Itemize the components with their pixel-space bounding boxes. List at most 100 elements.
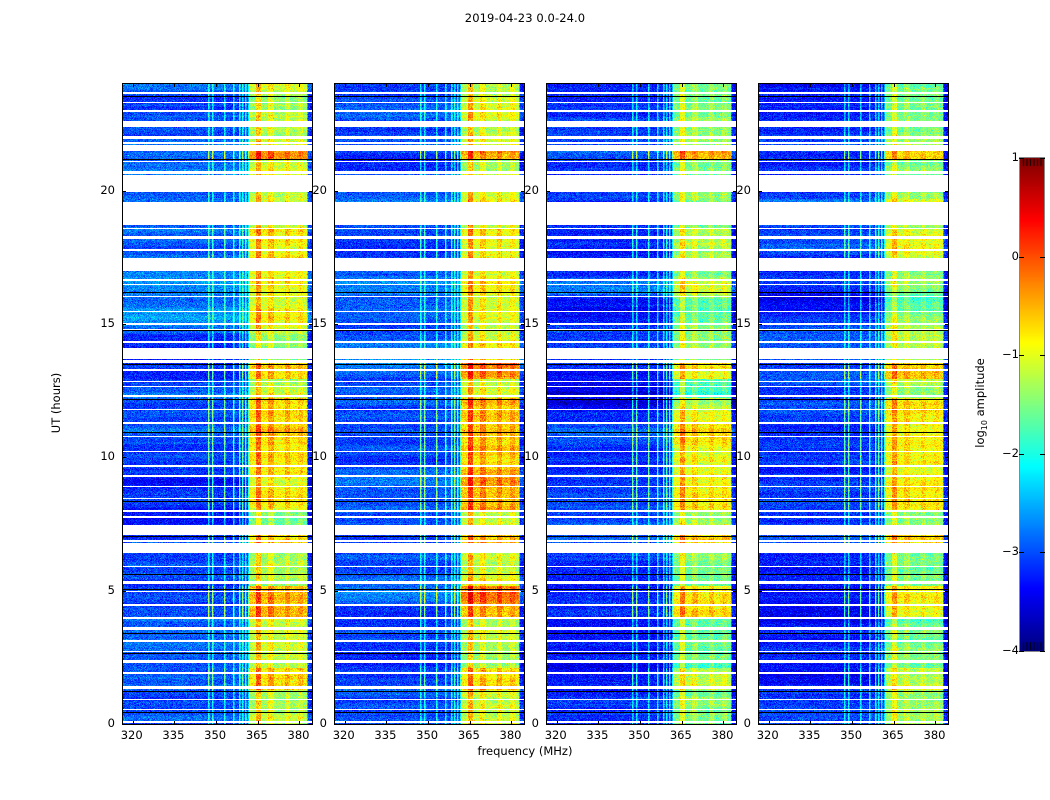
colorbar-tick-label: −2 [1002,445,1019,460]
x-tick-mark [344,721,346,724]
y-tick-mark [547,190,550,192]
panel-xy[interactable]: XY, V2*V13=EA12*EA11 [546,83,737,725]
y-tick-mark [334,724,338,725]
y-axis-label: UT (hours) [49,372,63,434]
x-tick-mark-top [681,84,683,87]
x-tick-mark [893,721,895,724]
y-tick-mark [759,190,762,192]
y-tick-mark [759,590,762,592]
colorbar-tick-mark [1019,651,1024,652]
x-tick-mark [299,721,301,724]
y-tick-mark [123,324,126,325]
y-tick-mark-right [945,724,949,725]
y-tick-mark-right [733,324,736,325]
colorbar-label-subscript: 10 [980,420,990,431]
y-tick-label: 15 [312,316,327,330]
x-tick-mark-top [428,84,430,87]
x-tick-label: 380 [499,728,522,742]
y-tick-label: 20 [736,182,751,197]
x-tick-mark-top [723,84,725,87]
colorbar-tick-label: −3 [1002,544,1019,559]
x-tick-mark-top [768,84,770,87]
y-tick-mark [123,457,126,459]
y-tick-mark [122,724,126,725]
x-tick-label: 350 [204,728,227,742]
y-tick-mark-right [733,590,736,592]
x-tick-mark [640,721,642,724]
colorbar-tick-mark [1019,158,1024,159]
colorbar-tick-mark-right [1040,256,1045,258]
colorbar-tick-mark [1019,453,1024,455]
x-tick-label: 365 [457,728,480,742]
colorbar-tick-label: 0 [1011,248,1019,263]
y-tick-mark [547,457,550,459]
y-tick-label: 0 [531,716,539,730]
x-tick-mark-top [556,84,558,87]
x-tick-mark [935,721,937,724]
y-tick-label: 0 [107,716,115,730]
x-tick-label: 350 [628,728,651,742]
y-tick-label: 0 [319,716,327,730]
y-tick-label: 20 [524,182,539,197]
y-tick-mark-right [945,324,948,325]
y-tick-label: 0 [743,716,751,730]
colorbar-tick-mark [1019,355,1024,357]
x-tick-mark-top [852,84,854,87]
x-tick-mark-top [511,84,513,87]
x-tick-label: 335 [798,728,821,742]
x-tick-mark [852,721,854,724]
y-tick-mark [547,590,550,592]
y-tick-label: 10 [736,449,751,464]
x-tick-mark-top [810,84,812,87]
colorbar-label-text: log [972,430,987,448]
y-tick-mark-right [521,590,524,592]
x-tick-mark-top [132,84,134,87]
waterfall-image-xy [547,84,736,724]
y-tick-label: 5 [107,582,115,597]
x-tick-mark-top [386,84,388,87]
y-tick-mark-right [733,457,736,459]
colorbar[interactable] [1019,157,1045,652]
panel-yx[interactable]: YX, V2*V13=EA12*EA11 [758,83,949,725]
x-tick-mark-top [216,84,218,87]
panel-yy[interactable]: YY, V2*V13=EA12*EA11 [334,83,525,725]
colorbar-tick-mark-right [1040,158,1045,159]
y-tick-mark-right [521,457,524,459]
y-tick-mark [759,324,762,325]
x-tick-mark [768,721,770,724]
x-tick-mark [511,721,513,724]
x-tick-mark [681,721,683,724]
x-tick-mark [810,721,812,724]
x-tick-mark [386,721,388,724]
y-tick-mark [759,457,762,459]
y-tick-mark [546,724,550,725]
x-tick-label: 335 [586,728,609,742]
x-tick-label: 350 [840,728,863,742]
y-tick-label: 10 [524,449,539,464]
y-tick-mark [123,190,126,192]
x-tick-mark [723,721,725,724]
x-tick-mark-top [640,84,642,87]
y-tick-label: 5 [319,582,327,597]
x-tick-mark-top [257,84,259,87]
y-tick-mark [335,457,338,459]
colorbar-tick-label: −1 [1002,347,1019,362]
panel-xx[interactable]: XX, V2*V13=EA12*EA11 [122,83,313,725]
x-tick-label: 380 [923,728,946,742]
y-tick-label: 20 [100,182,115,197]
y-tick-mark-right [309,190,312,192]
waterfall-image-xx [123,84,312,724]
x-tick-label: 320 [120,728,143,742]
waterfall-image-yx [759,84,948,724]
colorbar-tick-label: 1 [1011,150,1019,164]
x-tick-mark [132,721,134,724]
colorbar-tick-mark-right [1040,355,1045,357]
y-tick-mark [335,590,338,592]
x-tick-label: 320 [756,728,779,742]
y-tick-label: 20 [312,182,327,197]
colorbar-label: log10 amplitude [973,358,989,448]
y-tick-label: 5 [531,582,539,597]
x-tick-label: 320 [544,728,567,742]
x-tick-label: 320 [332,728,355,742]
